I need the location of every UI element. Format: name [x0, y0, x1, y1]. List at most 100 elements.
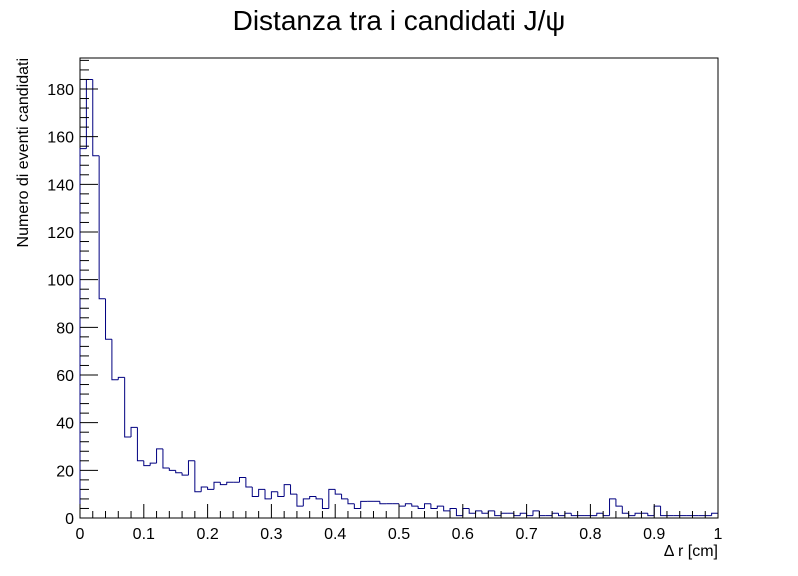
- histogram-bin: [213, 481, 221, 490]
- histogram-bin: [226, 481, 234, 485]
- x-tick-label: 0.3: [260, 526, 282, 543]
- histogram-bin: [207, 487, 214, 490]
- histogram-bin: [404, 503, 412, 507]
- histogram-bin: [609, 498, 616, 516]
- histogram-bin: [564, 512, 572, 516]
- histogram-bin: [117, 376, 125, 380]
- x-tick-label: 0: [76, 526, 85, 543]
- histogram-bin: [436, 505, 444, 509]
- histogram-bin: [647, 513, 655, 517]
- histogram-bin: [449, 507, 457, 511]
- x-tick-label: 0.5: [388, 526, 410, 543]
- histogram-bin: [653, 505, 661, 516]
- histogram-bin: [309, 496, 317, 499]
- histogram-bin: [79, 148, 87, 518]
- histogram-bin: [105, 298, 112, 340]
- histogram-marks: [79, 78, 718, 518]
- histogram-bin: [398, 503, 406, 507]
- histogram-bin: [430, 503, 438, 509]
- histogram-bin: [558, 513, 565, 517]
- x-tick-label: 0.6: [452, 526, 474, 543]
- histogram-bin: [270, 491, 278, 499]
- axes: 0 0.1 0.2 0.3 0.4 0.5 0.6 0.7 0.8 0.9 1 0 20 40 60 80 10…: [47, 59, 723, 543]
- histogram-bin: [98, 155, 106, 300]
- y-tick-label: 20: [56, 463, 74, 480]
- histogram-bin: [379, 501, 387, 505]
- histogram-bin: [475, 510, 482, 514]
- x-tick-label: 1: [714, 526, 723, 543]
- histogram-bin: [302, 498, 310, 507]
- histogram-bin: [538, 510, 546, 517]
- histogram-bin: [417, 506, 425, 509]
- histogram-bin: [156, 448, 163, 464]
- y-tick-label: 160: [47, 130, 74, 147]
- histogram-bin: [111, 339, 119, 381]
- histogram-bin: [596, 512, 604, 516]
- y-tick-label: 60: [56, 368, 74, 385]
- histogram-bin: [602, 513, 610, 517]
- histogram-bin: [200, 486, 208, 492]
- histogram-bin: [494, 510, 502, 517]
- histogram-bin: [532, 510, 540, 516]
- histogram-bin: [258, 488, 266, 497]
- histogram-bin: [500, 512, 508, 516]
- histogram-bin: [219, 482, 227, 486]
- histogram-bin: [487, 510, 495, 514]
- histogram-bin: [321, 498, 329, 509]
- histogram-bin: [290, 484, 297, 495]
- histogram-bin: [130, 426, 138, 437]
- histogram-bin: [149, 462, 157, 466]
- histogram-bin: [315, 496, 323, 500]
- histogram-bin: [513, 513, 521, 517]
- histogram-bin: [283, 484, 291, 497]
- histogram-bin: [628, 513, 636, 517]
- histogram-bin: [443, 506, 451, 512]
- y-tick-label: 0: [65, 511, 74, 528]
- histogram-bin: [526, 513, 533, 517]
- histogram-bin: [621, 506, 629, 514]
- histogram-bin: [296, 494, 304, 507]
- histogram-bin: [251, 487, 259, 498]
- histogram-bin: [570, 513, 578, 517]
- histogram-bin: [162, 448, 170, 469]
- histogram-bin: [92, 79, 100, 157]
- histogram-bin: [519, 512, 527, 516]
- histogram-bin: [181, 472, 189, 476]
- histogram-bin: [660, 506, 667, 517]
- histogram-bin: [264, 489, 272, 500]
- histogram-bin: [328, 488, 336, 509]
- y-tick-label: 80: [56, 320, 74, 337]
- y-axis-label: Numero di eventi candidati: [15, 58, 32, 247]
- histogram-bin: [341, 494, 348, 500]
- histogram-bin: [124, 377, 132, 438]
- x-tick-label: 0.9: [643, 526, 665, 543]
- histogram-bin: [168, 467, 176, 471]
- histogram-bin: [277, 491, 285, 498]
- histogram-bin: [175, 470, 183, 474]
- histogram-bin: [462, 507, 470, 516]
- histogram-bin: [360, 500, 368, 509]
- histogram-bin: [615, 498, 623, 507]
- histogram-bin: [187, 460, 195, 476]
- x-tick-label: 0.7: [515, 526, 537, 543]
- x-tick-label: 0.2: [196, 526, 218, 543]
- histogram-bin: [353, 503, 361, 509]
- y-tick-label: 120: [47, 225, 74, 242]
- histogram-bin: [634, 512, 642, 516]
- histogram-bin: [347, 498, 355, 505]
- histogram-bin: [245, 477, 253, 488]
- x-tick-label: 0.1: [133, 526, 155, 543]
- x-axis-label: Δ r [cm]: [664, 543, 718, 560]
- histogram-bin: [85, 78, 93, 149]
- histogram-bin: [424, 503, 431, 509]
- histogram-bin: [143, 460, 151, 467]
- histogram-bin: [239, 476, 246, 483]
- y-tick-label: 40: [56, 416, 74, 433]
- histogram-bin: [481, 510, 489, 514]
- y-tick-label: 100: [47, 273, 74, 290]
- histogram-bin: [136, 427, 144, 462]
- histogram-bin: [455, 508, 463, 517]
- y-tick-label: 140: [47, 177, 74, 194]
- histogram-bin: [334, 489, 342, 495]
